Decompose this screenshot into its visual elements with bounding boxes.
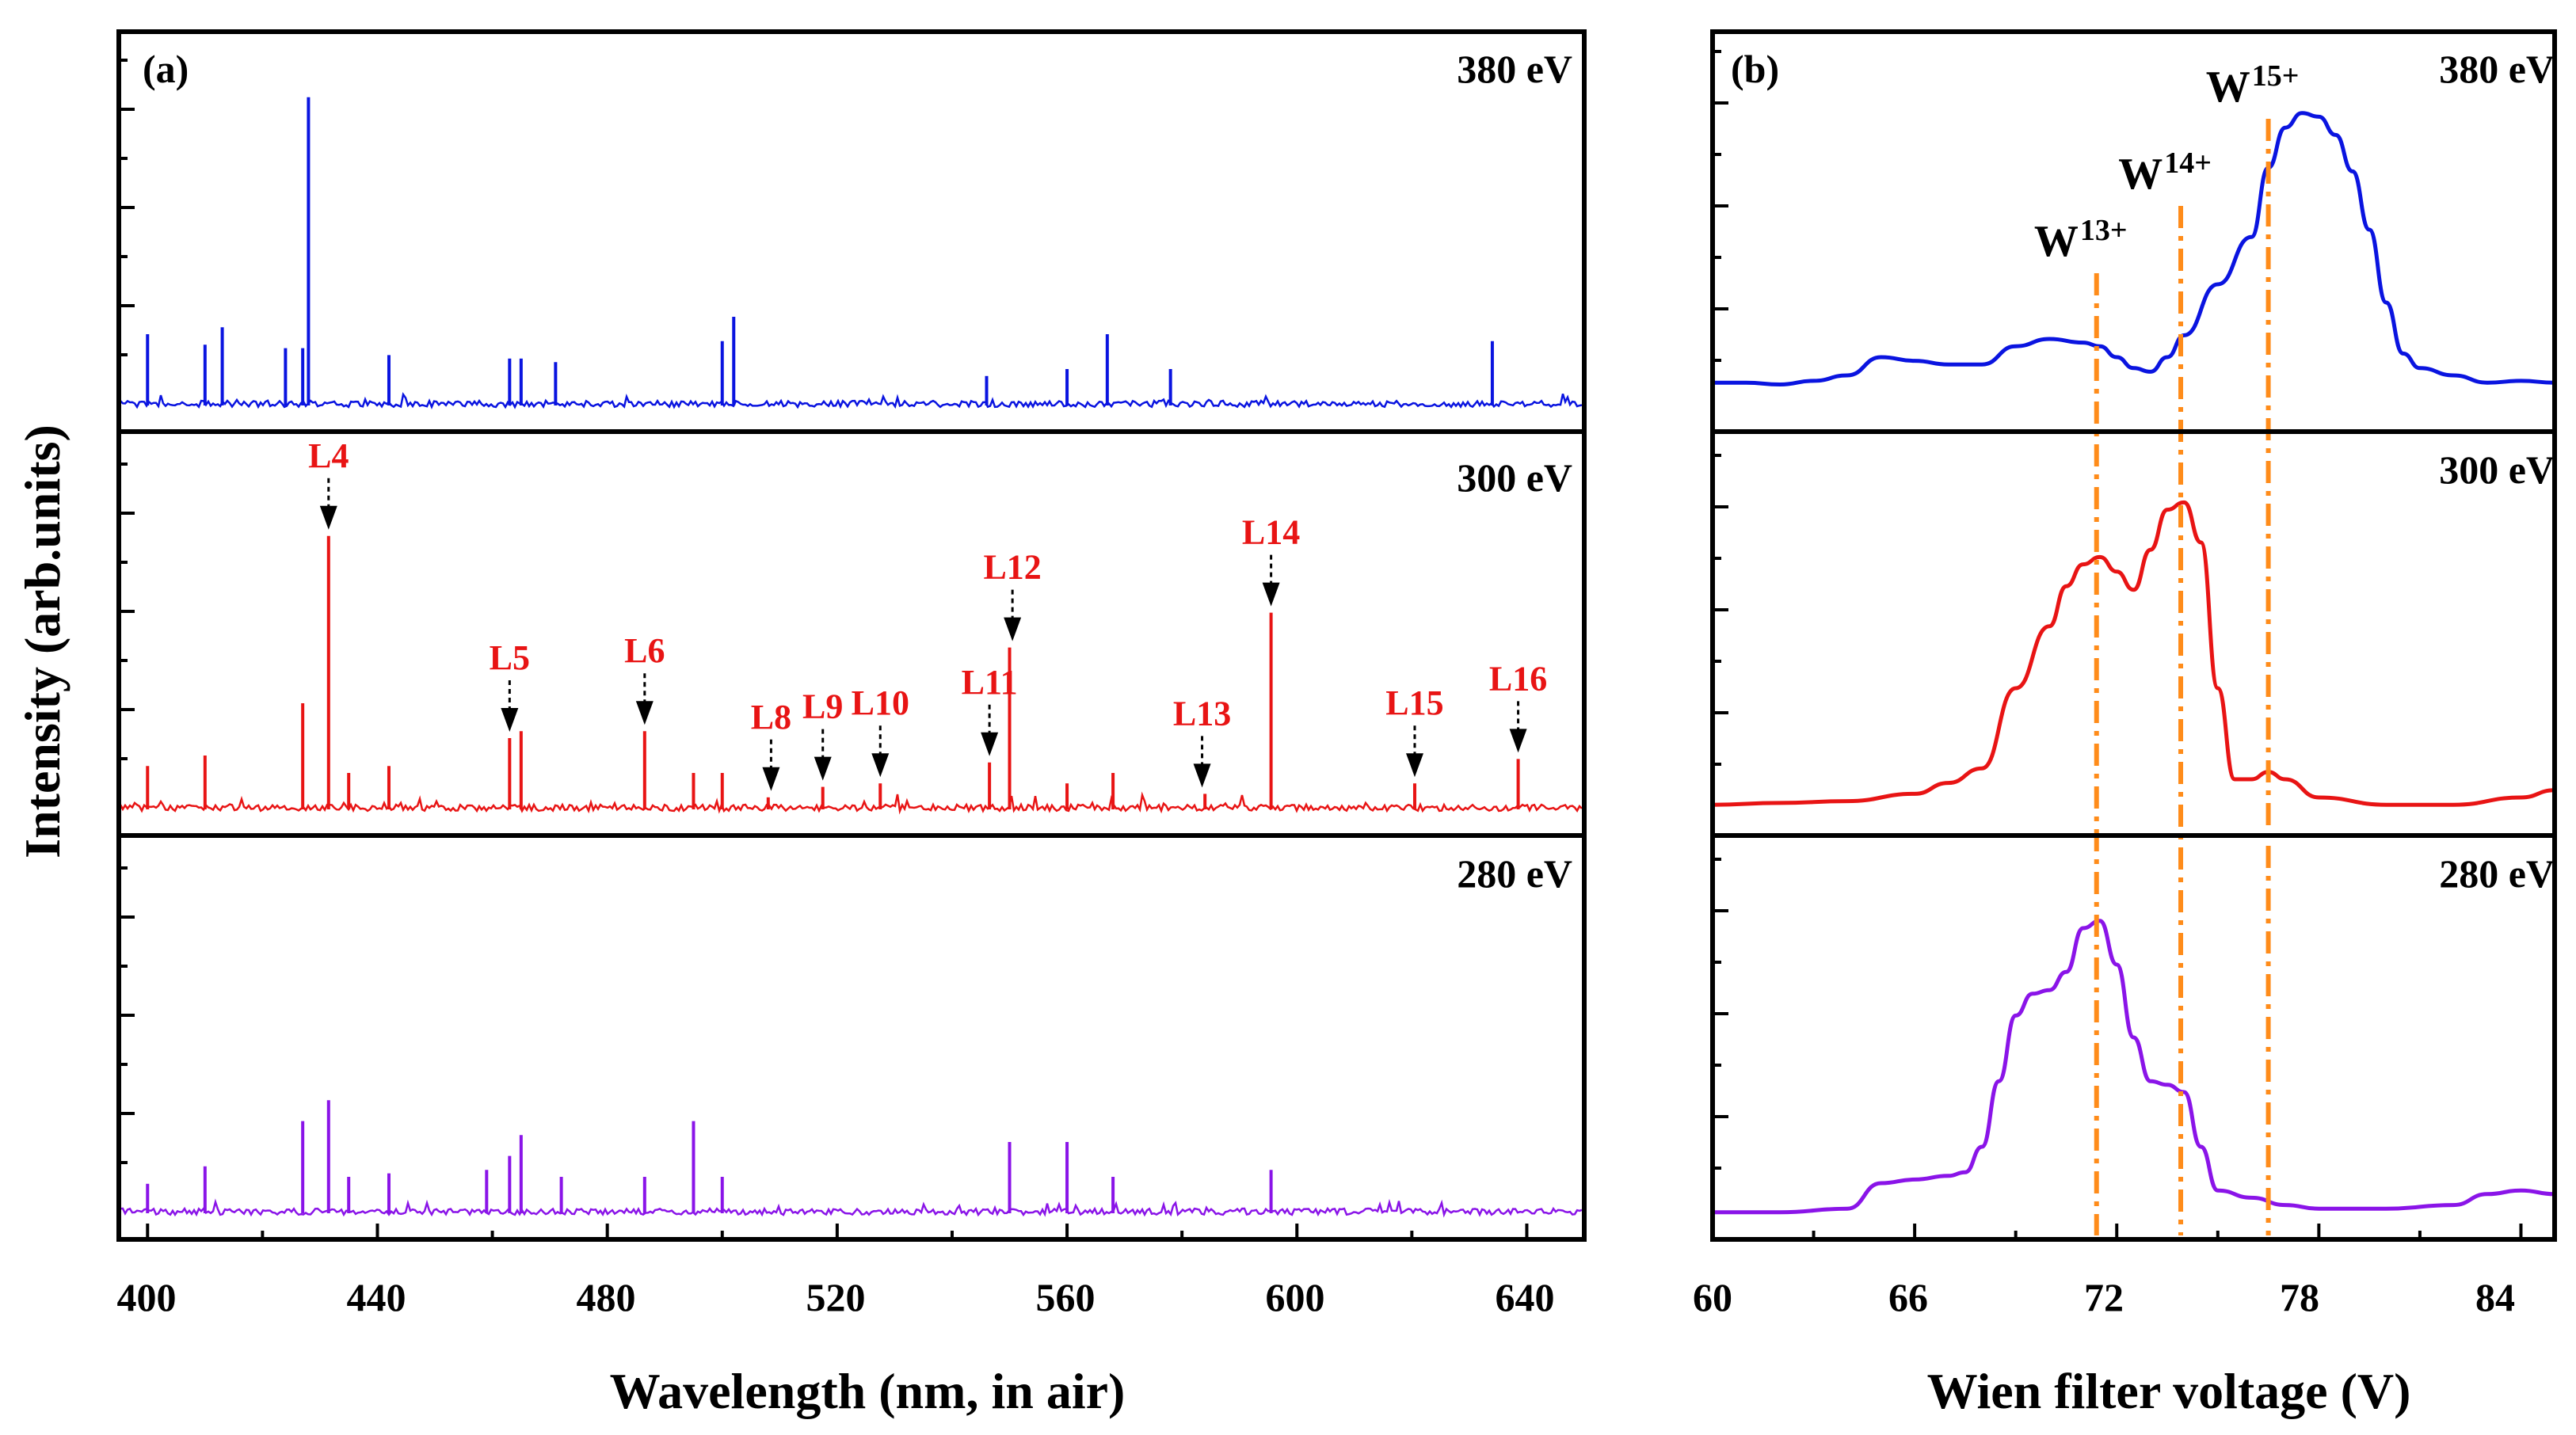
panel-label-a: (a) <box>143 47 189 91</box>
frame-a <box>116 29 1587 1242</box>
annotation-arrowhead-l10 <box>871 753 890 778</box>
annotation-label-l12: L12 <box>983 548 1041 587</box>
tick-label-a-480: 480 <box>577 1275 636 1319</box>
annotation-arrowhead-l5 <box>501 708 519 732</box>
frame-b <box>1710 29 2557 1242</box>
annotation-arrowhead-l13 <box>1193 763 1211 788</box>
spectrum-baseline-380-eV <box>120 392 1583 409</box>
spectrum-baseline-280-eV <box>120 1198 1583 1218</box>
xlabel-b: Wien filter voltage (V) <box>1927 1363 2411 1419</box>
energy-label-b-280: 280 eV <box>2439 851 2555 896</box>
energy-label-b-300: 300 eV <box>2439 447 2555 492</box>
charge-label-w15plus: W15+ <box>2206 59 2300 112</box>
annotation-arrowhead-l9 <box>814 756 832 781</box>
annotation-arrowhead-l12 <box>1004 617 1022 641</box>
tick-label-b-72: 72 <box>2084 1275 2124 1319</box>
annotation-label-l16: L16 <box>1489 659 1547 698</box>
annotation-label-l15: L15 <box>1385 683 1443 722</box>
tick-label-b-60: 60 <box>1693 1275 1732 1319</box>
tick-label-a-640: 640 <box>1496 1275 1555 1319</box>
annotation-arrowhead-l11 <box>981 732 999 756</box>
spectrum-baseline-300-eV <box>119 791 1583 815</box>
plot-area-b: W13+ W14+ W15+ <box>1711 50 2555 1239</box>
annotation-label-l8: L8 <box>751 698 791 737</box>
energy-label-b-380: 380 eV <box>2439 47 2555 91</box>
energy-label-a-380: 380 eV <box>1457 47 1572 91</box>
tick-label-a-440: 440 <box>347 1275 406 1319</box>
annotation-label-l13: L13 <box>1173 694 1231 733</box>
charge-label-w13plus: W13+ <box>2034 214 2128 266</box>
annotation-label-l5: L5 <box>490 638 530 677</box>
ylabel-a: Intensity (arb.units) <box>14 424 70 858</box>
annotation-arrowhead-l4 <box>319 505 337 530</box>
xlabel-a: Wavelength (nm, in air) <box>610 1363 1126 1419</box>
energy-label-a-280: 280 eV <box>1457 851 1572 896</box>
panel-label-b: (b) <box>1731 47 1779 91</box>
scan-curve-300-eV <box>1712 500 2555 807</box>
annotation-label-l14: L14 <box>1242 513 1300 552</box>
tick-label-a-400: 400 <box>117 1275 177 1319</box>
tick-label-b-78: 78 <box>2280 1275 2319 1319</box>
annotation-label-l10: L10 <box>852 683 909 722</box>
tick-label-a-520: 520 <box>806 1275 866 1319</box>
annotation-arrowhead-l6 <box>635 701 654 725</box>
charge-label-w14plus: W14+ <box>2118 147 2212 199</box>
annotation-arrowhead-l15 <box>1405 753 1423 778</box>
tick-label-a-560: 560 <box>1036 1275 1096 1319</box>
annotation-arrowhead-l16 <box>1509 729 1527 753</box>
annotation-label-l9: L9 <box>802 687 843 726</box>
scan-curve-380-eV <box>1712 111 2555 387</box>
tick-label-b-66: 66 <box>1888 1275 1928 1319</box>
energy-label-a-300: 300 eV <box>1457 455 1572 500</box>
tick-label-a-600: 600 <box>1266 1275 1325 1319</box>
annotation-label-l11: L11 <box>962 663 1018 702</box>
annotation-label-l4: L4 <box>308 436 349 475</box>
plot-area-a: L4 L5 L6 L8 L9 L10 L11 L12 L13 L14 L15 L16 <box>119 59 1583 1239</box>
annotation-label-l6: L6 <box>624 631 665 670</box>
scan-curve-280-eV <box>1712 919 2555 1215</box>
annotation-arrowhead-l8 <box>762 767 780 791</box>
tick-label-b-84: 84 <box>2475 1275 2515 1319</box>
annotation-arrowhead-l14 <box>1262 582 1280 607</box>
